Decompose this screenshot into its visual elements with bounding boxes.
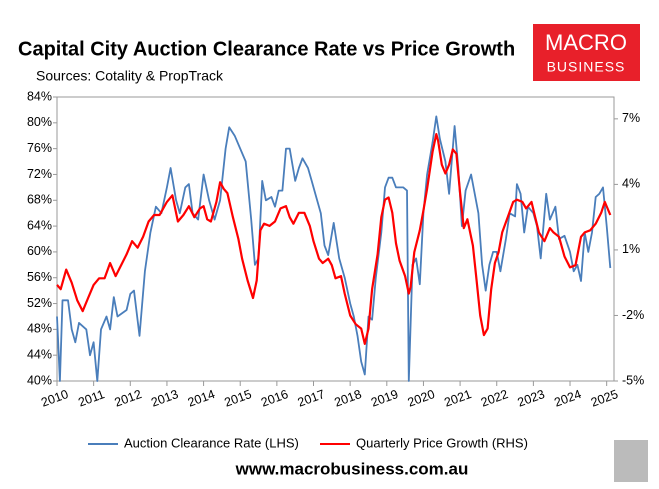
y-tick-label: 68% <box>27 193 52 207</box>
y2-tick-label: -2% <box>622 308 644 322</box>
y-tick-label: 48% <box>27 322 52 336</box>
y-tick-label: 52% <box>27 296 52 310</box>
wolf-icon <box>614 440 648 482</box>
y-tick-label: 44% <box>27 347 52 361</box>
plot-frame <box>56 96 615 382</box>
logo-subtext: BUSINESS <box>547 59 626 75</box>
y-tick-label: 84% <box>27 89 52 103</box>
legend-label: Auction Clearance Rate (LHS) <box>124 435 299 450</box>
chart-title: Capital City Auction Clearance Rate vs P… <box>18 38 515 60</box>
y2-tick-label: 4% <box>622 177 640 191</box>
series-line <box>56 115 612 382</box>
legend-label: Quarterly Price Growth (RHS) <box>356 435 528 450</box>
y2-tick-label: 1% <box>622 242 640 256</box>
logo-text: MACRO <box>545 30 627 55</box>
series-line <box>56 133 612 345</box>
y-tick-label: 60% <box>27 244 52 258</box>
y2-tick-label: 7% <box>622 111 640 125</box>
y-tick-label: 40% <box>27 373 52 387</box>
y-tick-label: 64% <box>27 218 52 232</box>
website: www.macrobusiness.com.au <box>235 459 469 478</box>
y-tick-label: 72% <box>27 167 52 181</box>
y-tick-label: 56% <box>27 270 52 284</box>
chart-subtitle: Sources: Cotality & PropTrack <box>36 68 224 84</box>
y-tick-label: 76% <box>27 141 52 155</box>
y2-tick-label: -5% <box>622 373 644 387</box>
logo-box <box>533 24 640 81</box>
y-tick-label: 80% <box>27 115 52 129</box>
